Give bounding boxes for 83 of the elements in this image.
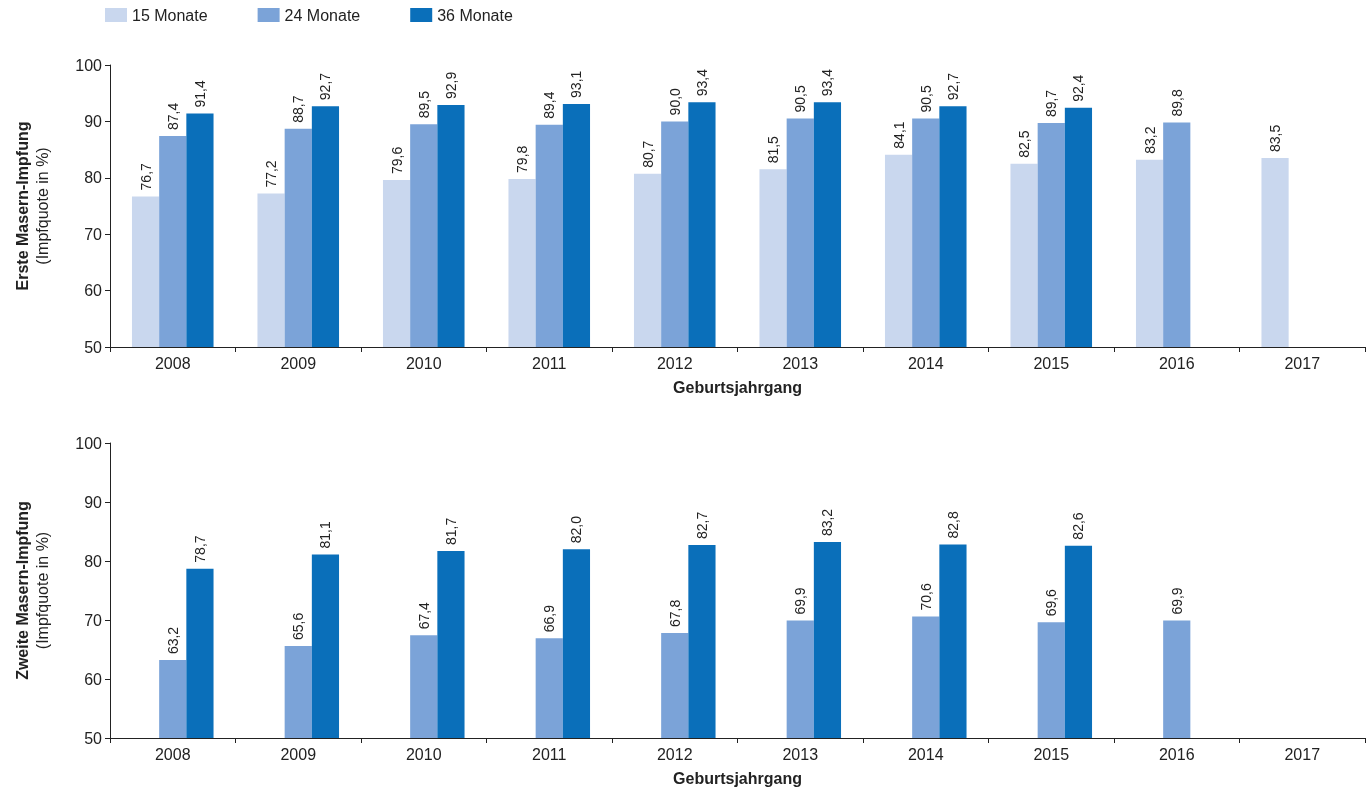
x-tick-label: 2015: [1033, 745, 1070, 763]
x-tick-label: 2009: [280, 354, 317, 372]
data-label: 84,1: [890, 121, 907, 149]
data-label: 67,4: [415, 601, 432, 630]
y-axis-title: Erste Masern-Impfung (Impfquote in %): [13, 121, 51, 291]
data-label: 79,8: [514, 145, 531, 173]
y-tick-label: 80: [84, 552, 103, 570]
data-label: 82,5: [1016, 130, 1033, 158]
data-label: 81,1: [317, 521, 334, 549]
data-label: 93,4: [819, 68, 836, 97]
data-label: 81,5: [765, 135, 782, 164]
data-label: 77,2: [263, 160, 280, 188]
data-label: 93,1: [568, 70, 585, 98]
data-label: 90,5: [792, 85, 809, 113]
x-tick-label: 2013: [782, 745, 819, 763]
x-tick-label: 2009: [280, 745, 317, 763]
y-tick-label: 50: [84, 729, 103, 747]
y-tick-label: 60: [84, 282, 103, 300]
data-label: 69,9: [1168, 587, 1185, 615]
data-label: 92,9: [442, 71, 459, 100]
y-tick-label: 80: [84, 169, 103, 187]
data-label: 65,6: [290, 612, 307, 640]
data-label: 89,8: [1168, 89, 1185, 117]
data-label: 92,7: [944, 72, 961, 101]
x-tick-label: 2013: [782, 354, 819, 372]
data-label: 67,8: [666, 599, 683, 627]
x-tick-label: 2012: [656, 354, 693, 372]
data-label: 69,6: [1043, 588, 1060, 617]
y-tick-label: 60: [84, 670, 103, 688]
data-label: 70,6: [917, 583, 934, 611]
data-label: 93,4: [693, 68, 710, 97]
x-tick-label: 2017: [1284, 745, 1321, 763]
x-axis-title: Geburtsjahrgang: [673, 769, 802, 787]
x-tick-label: 2014: [907, 745, 944, 763]
data-label: 82,6: [1070, 512, 1087, 540]
data-label: 90,5: [917, 85, 934, 113]
y-tick-label: 50: [84, 338, 103, 356]
data-label: 80,7: [639, 140, 656, 168]
x-tick-label: 2016: [1158, 745, 1195, 763]
x-axis-title: Geburtsjahrgang: [673, 378, 802, 396]
data-label: 63,2: [164, 626, 181, 655]
y-tick-label: 70: [84, 611, 103, 629]
data-label: 90,0: [666, 87, 683, 116]
y-tick-label: 90: [84, 493, 103, 511]
data-label: 76,7: [137, 162, 154, 191]
data-label: 81,7: [442, 517, 459, 545]
x-tick-label: 2014: [907, 354, 944, 372]
y-tick-label: 100: [75, 56, 103, 74]
x-tick-label: 2012: [656, 745, 693, 763]
data-label: 83,2: [1141, 126, 1158, 154]
data-label: 82,8: [944, 511, 961, 539]
data-label: 79,6: [388, 146, 405, 175]
data-label: 78,7: [191, 535, 208, 563]
data-label: 87,4: [164, 102, 181, 131]
data-label: 66,9: [541, 604, 558, 633]
x-tick-label: 2008: [154, 354, 191, 372]
x-tick-label: 2008: [154, 745, 191, 763]
x-tick-label: 2010: [405, 354, 442, 372]
x-tick-label: 2010: [405, 745, 442, 763]
data-label: 92,4: [1070, 74, 1087, 102]
x-tick-label: 2011: [532, 354, 567, 372]
data-label: 88,7: [290, 95, 307, 123]
y-tick-label: 90: [84, 112, 103, 130]
data-label: 89,7: [1043, 89, 1060, 118]
y-tick-label: 100: [75, 434, 103, 452]
data-label: 82,7: [693, 511, 710, 540]
data-label: 92,7: [317, 72, 334, 101]
legend-label: 24 Monate: [284, 6, 361, 24]
legend-label: 15 Monate: [132, 6, 208, 24]
x-tick-label: 2011: [532, 745, 567, 763]
data-label: 89,5: [415, 90, 432, 119]
y-tick-label: 70: [84, 225, 103, 243]
y-axis-title: Zweite Masern-Impfung (Impfquote in %): [13, 501, 51, 680]
data-label: 91,4: [191, 80, 208, 108]
x-tick-label: 2016: [1158, 354, 1195, 372]
data-label: 83,5: [1267, 124, 1284, 153]
data-label: 82,0: [568, 515, 585, 544]
data-label: 83,2: [819, 508, 836, 537]
data-label: 69,9: [792, 587, 809, 615]
x-tick-label: 2015: [1033, 354, 1070, 372]
legend-label: 36 Monate: [437, 6, 513, 24]
data-label: 89,4: [541, 91, 558, 119]
x-tick-label: 2017: [1284, 354, 1321, 372]
